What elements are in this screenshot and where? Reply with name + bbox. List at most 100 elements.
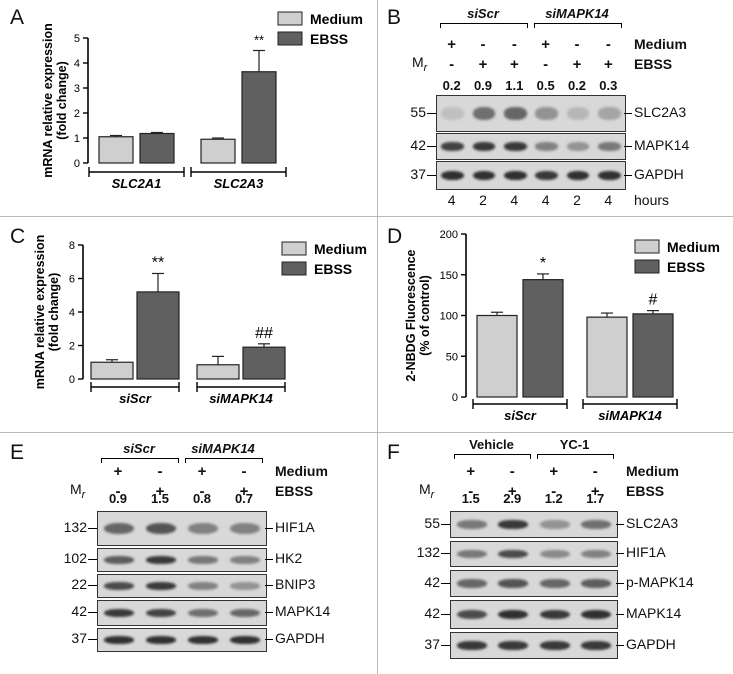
panel-label: E xyxy=(10,441,25,464)
band xyxy=(581,579,612,588)
band xyxy=(535,170,558,181)
group-label: SLC2A3 xyxy=(214,176,265,191)
y-axis-label: mRNA relative expression xyxy=(41,23,55,177)
band xyxy=(498,549,529,559)
panel-b: B siScr siMAPK14 + - - + - - Medium - + + - + + EBSS Mr 0… xyxy=(378,0,733,216)
marker-tick xyxy=(427,174,436,176)
panel-e: E siScr siMAPK14 + - + - Medium - + - + EBSS Mr 0.9 1.… xyxy=(0,433,376,674)
panel-label: B xyxy=(387,6,402,29)
group-label: YC-1 xyxy=(559,437,590,452)
marker-tick xyxy=(441,523,450,525)
legend-label: EBSS xyxy=(314,261,352,277)
hours-value: 2 xyxy=(573,192,581,208)
row-label: EBSS xyxy=(275,483,314,499)
mw-marker: 42 xyxy=(424,573,440,590)
band xyxy=(581,549,612,559)
blot-strip-mapk14 xyxy=(97,600,267,626)
band xyxy=(598,107,621,120)
group-bracket xyxy=(101,458,179,463)
chart-a: 0 1 2 3 4 5 mRNA relative expression (fold chan… xyxy=(41,11,363,191)
marker-tick xyxy=(427,145,436,147)
band xyxy=(472,142,496,151)
bar-ebss-simapk14 xyxy=(632,313,674,398)
protein-tick xyxy=(265,527,273,529)
quant-value: 0.8 xyxy=(192,491,212,506)
y-axis-label: (fold change) xyxy=(55,61,69,139)
treatment-sign: - xyxy=(199,483,205,500)
legend-swatch xyxy=(281,261,307,276)
mw-marker: 37 xyxy=(410,165,426,182)
blot-strip-p-mapk14 xyxy=(450,570,618,597)
chart-c: 0 2 4 6 8 mRNA relative expression (fold chang… xyxy=(33,235,367,406)
protein-tick xyxy=(616,553,624,554)
legend-swatch xyxy=(634,259,660,274)
protein-tick xyxy=(624,112,632,114)
quant-value: 1.2 xyxy=(544,491,563,506)
blot-strip-slc2a3 xyxy=(450,511,618,538)
mw-marker: 37 xyxy=(71,630,87,646)
band xyxy=(539,549,570,559)
significance-label: * xyxy=(540,255,546,272)
group-bracket xyxy=(537,454,614,459)
treatment-sign: + xyxy=(155,483,165,500)
mw-marker: 132 xyxy=(63,518,87,535)
y-tick-label: 150 xyxy=(440,270,458,282)
mw-marker: 55 xyxy=(410,103,426,120)
treatment-sign: + xyxy=(447,36,457,53)
mr-label: Mr xyxy=(419,481,435,501)
row-label: Medium xyxy=(634,36,687,52)
y-tick-label: 0 xyxy=(69,374,75,386)
band xyxy=(581,609,612,620)
blot-strip-hk2 xyxy=(97,548,267,572)
quant-value: 0.9 xyxy=(108,491,128,506)
chart-d: 0 50 100 150 200 2-NBDG Fluorescence (% of con… xyxy=(404,229,720,423)
significance-label: ## xyxy=(255,325,273,342)
band xyxy=(566,142,590,151)
quant-value: 2.9 xyxy=(503,491,522,506)
legend-swatch xyxy=(281,241,307,256)
band xyxy=(103,582,135,590)
mw-marker: 42 xyxy=(424,604,440,621)
panel-a: A 0 1 2 3 4 5 mRNA relative expression (fold ch… xyxy=(0,0,376,216)
band xyxy=(145,582,177,590)
quant-value: 0.9 xyxy=(473,78,493,93)
legend-label: EBSS xyxy=(667,259,705,275)
band xyxy=(504,170,527,181)
band xyxy=(504,107,527,120)
blot-strip-slc2a3 xyxy=(436,95,626,132)
group-bracket xyxy=(534,23,622,28)
band xyxy=(598,142,621,151)
marker-tick xyxy=(88,612,97,613)
y-tick-label: 200 xyxy=(440,229,458,241)
protein-tick xyxy=(616,613,624,615)
bar-medium-simapk14 xyxy=(196,364,240,380)
y-axis-label: (fold change) xyxy=(47,273,61,351)
band xyxy=(103,636,135,644)
band xyxy=(498,520,529,529)
band xyxy=(145,608,177,618)
horizontal-divider-1 xyxy=(0,216,733,217)
blot-strip-gapdh xyxy=(436,161,626,190)
bar-ebss-simapk14 xyxy=(242,346,286,380)
band xyxy=(187,582,219,590)
mw-marker: 102 xyxy=(63,550,87,566)
protein-tick xyxy=(616,644,624,646)
mw-marker: 22 xyxy=(71,576,87,592)
protein-tick xyxy=(265,639,273,640)
band xyxy=(229,522,261,535)
panel-label: A xyxy=(10,6,25,29)
blot-strip-gapdh xyxy=(450,632,618,659)
y-tick-label: 3 xyxy=(74,83,80,95)
protein-tick xyxy=(265,612,273,613)
group-label: siScr xyxy=(119,391,152,406)
group-label: siMAPK14 xyxy=(209,391,273,406)
band xyxy=(456,641,487,650)
y-tick-label: 5 xyxy=(74,33,80,45)
marker-tick xyxy=(441,582,450,584)
quant-value: 1.1 xyxy=(505,78,524,93)
mr-label: Mr xyxy=(412,54,428,74)
blot-strip-mapk14 xyxy=(436,133,626,160)
horizontal-divider-2 xyxy=(0,432,733,433)
mr-subscript: r xyxy=(423,61,428,74)
legend-label: Medium xyxy=(667,239,720,255)
